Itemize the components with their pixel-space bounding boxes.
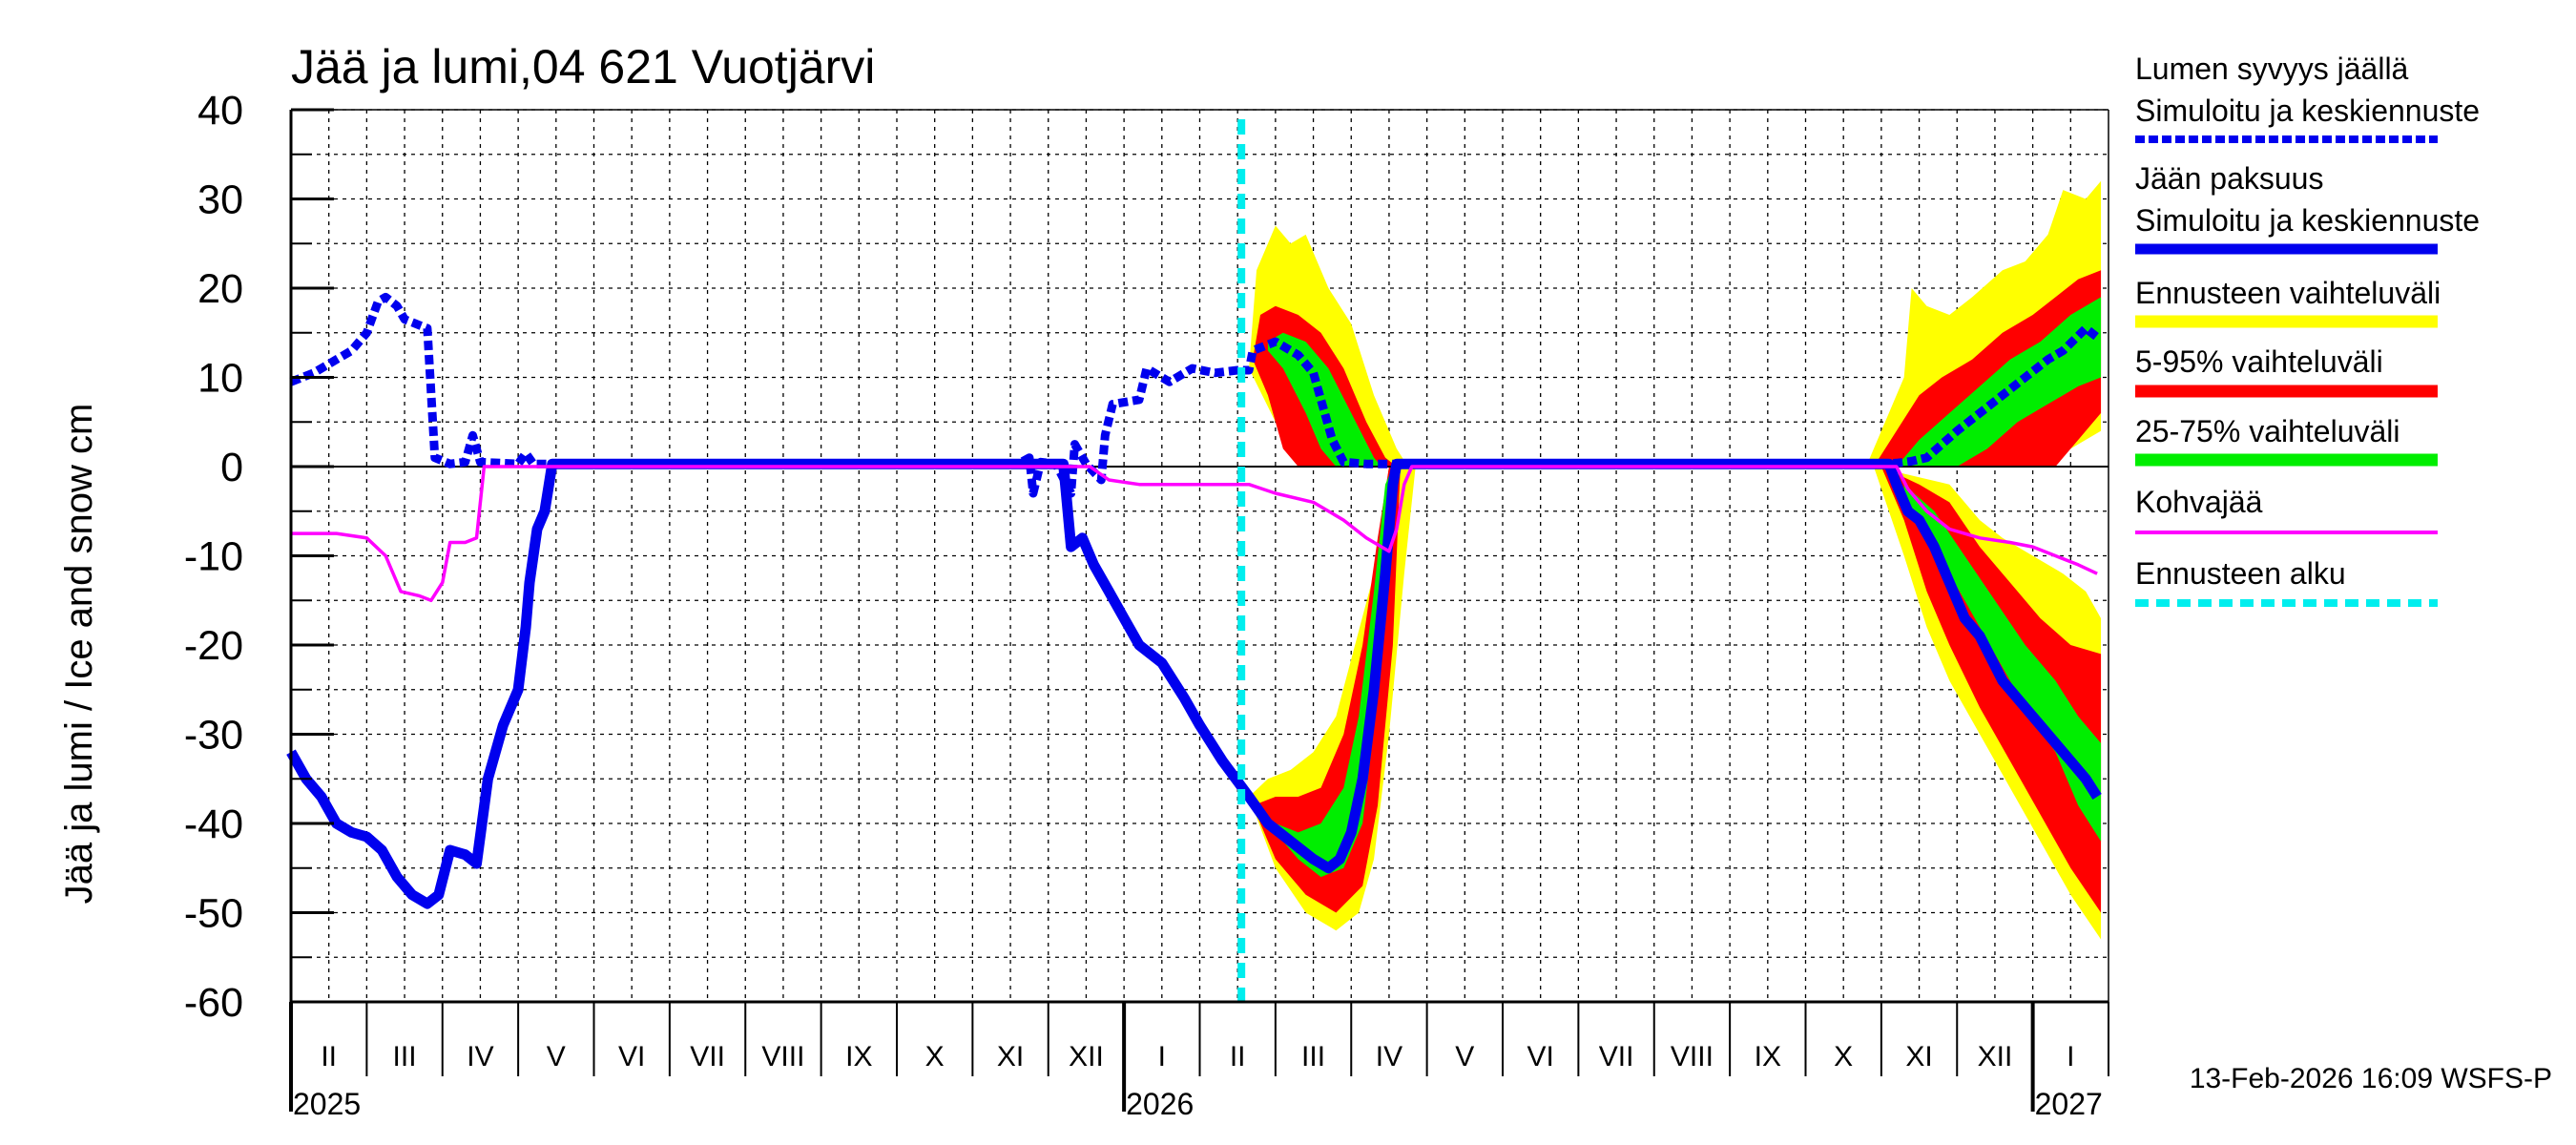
x-month-label: VIII xyxy=(1671,1041,1714,1072)
y-tick-label: 30 xyxy=(197,177,243,223)
legend-label: Ennusteen alku xyxy=(2135,556,2346,591)
x-month-label: VIII xyxy=(761,1041,804,1072)
y-tick-label: -40 xyxy=(184,802,243,847)
slush-ice-line xyxy=(291,465,2098,603)
band-25-75-ice-2027 xyxy=(1903,484,2102,842)
axes xyxy=(289,108,2109,1112)
x-month-label: VII xyxy=(690,1041,725,1072)
x-month-label: IV xyxy=(1376,1041,1402,1072)
band-5-95-snow-2027 xyxy=(1873,270,2102,467)
series-lines xyxy=(286,292,2102,909)
legend-sublabel: Simuloitu ja keskiennuste xyxy=(2135,203,2480,238)
chart-title: Jää ja lumi,04 621 Vuotjärvi xyxy=(291,40,875,94)
y-tick-label: 10 xyxy=(197,356,243,402)
x-month-label: VII xyxy=(1599,1041,1634,1072)
y-tick-label: 0 xyxy=(220,445,243,490)
x-month-label: VI xyxy=(618,1041,645,1072)
y-tick-label: -10 xyxy=(184,534,243,580)
x-month-label: IV xyxy=(467,1041,493,1072)
x-month-label: XI xyxy=(997,1041,1024,1072)
x-month-label: II xyxy=(1230,1041,1246,1072)
legend-label: Kohvajää xyxy=(2135,485,2263,519)
legend-label: 5-95% vaihteluväli xyxy=(2135,344,2383,379)
x-month-label: I xyxy=(1158,1041,1166,1072)
legend: Lumen syvyys jäällä Simuloitu ja keskienn… xyxy=(2135,52,2480,607)
y-tick-label: -50 xyxy=(184,891,243,937)
x-month-label: XII xyxy=(1978,1041,2013,1072)
x-month-label: II xyxy=(321,1041,337,1072)
x-month-label: X xyxy=(1834,1041,1853,1072)
y-tick-label: -20 xyxy=(184,623,243,669)
legend-sublabel: Simuloitu ja keskiennuste xyxy=(2135,94,2480,128)
y-tick-label: 20 xyxy=(197,266,243,312)
legend-label: Ennusteen vaihteluväli xyxy=(2135,276,2441,310)
x-month-label: V xyxy=(1455,1041,1474,1072)
y-tick-label: -30 xyxy=(184,713,243,759)
legend-label: 25-75% vaihteluväli xyxy=(2135,414,2400,448)
x-month-label: VI xyxy=(1527,1041,1554,1072)
ice-thickness-line xyxy=(286,458,2102,909)
y-tick-label: -60 xyxy=(184,980,243,1026)
x-month-label: V xyxy=(547,1041,566,1072)
forecast-bands xyxy=(1249,180,2102,940)
band-25-75-snow-2027 xyxy=(1896,297,2102,467)
timestamp-label: 13-Feb-2026 16:09 WSFS-P xyxy=(2190,1063,2552,1094)
legend-label: Jään paksuus xyxy=(2135,161,2323,196)
legend-label: Lumen syvyys jäällä xyxy=(2135,52,2409,86)
x-month-label: XI xyxy=(1905,1041,1932,1072)
snow-depth-line xyxy=(289,292,2100,498)
x-year-label: 2025 xyxy=(293,1087,361,1121)
x-month-label: I xyxy=(2067,1041,2074,1072)
x-month-label: III xyxy=(393,1041,417,1072)
y-tick-labels: 40 30 20 10 0 -10 -20 -30 -40 -50 -60 xyxy=(184,88,243,1026)
x-month-label: IX xyxy=(845,1041,872,1072)
x-year-label: 2027 xyxy=(2035,1087,2103,1121)
x-month-label: XII xyxy=(1069,1041,1104,1072)
x-year-label: 2026 xyxy=(1126,1087,1194,1121)
x-month-label: IX xyxy=(1755,1041,1781,1072)
x-month-label: X xyxy=(925,1041,945,1072)
y-axis-label: Jää ja lumi / Ice and snow cm xyxy=(58,404,100,905)
band-5-95-ice-2027 xyxy=(1880,467,2102,913)
x-month-label: III xyxy=(1301,1041,1325,1072)
y-tick-label: 40 xyxy=(197,88,243,134)
x-tick-labels: II III IV V VI VII VIII IX X XI XII I II III IV V VI VII V… xyxy=(293,1041,2103,1121)
